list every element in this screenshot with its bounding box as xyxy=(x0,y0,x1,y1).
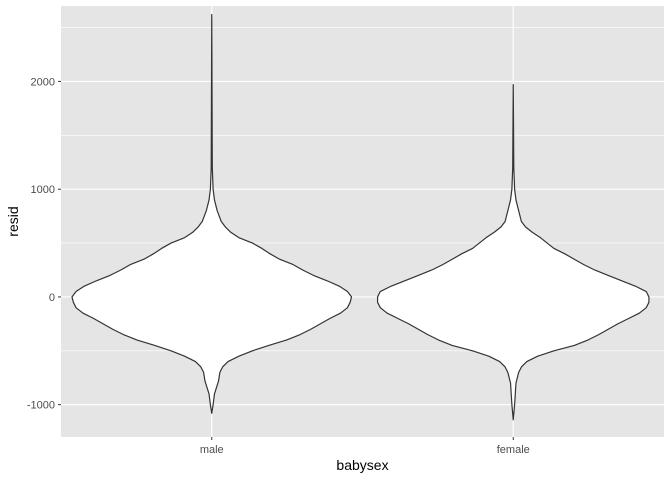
x-axis: male female xyxy=(200,437,530,456)
x-tick-label: female xyxy=(497,444,530,456)
y-tick-label: 0 xyxy=(49,292,55,304)
plot-panel xyxy=(61,6,664,437)
y-tick-label: 2000 xyxy=(31,76,55,88)
violins xyxy=(71,14,650,421)
x-tick-label: male xyxy=(200,444,224,456)
y-axis-title: resid xyxy=(5,206,21,236)
violin-male xyxy=(71,14,353,414)
x-axis-title: babysex xyxy=(336,457,388,473)
y-axis: -1000 0 1000 2000 xyxy=(27,76,61,412)
y-tick-label: 1000 xyxy=(31,184,55,196)
violin-female xyxy=(376,84,650,421)
grid-minor xyxy=(61,27,664,352)
y-tick-label: -1000 xyxy=(27,400,55,412)
